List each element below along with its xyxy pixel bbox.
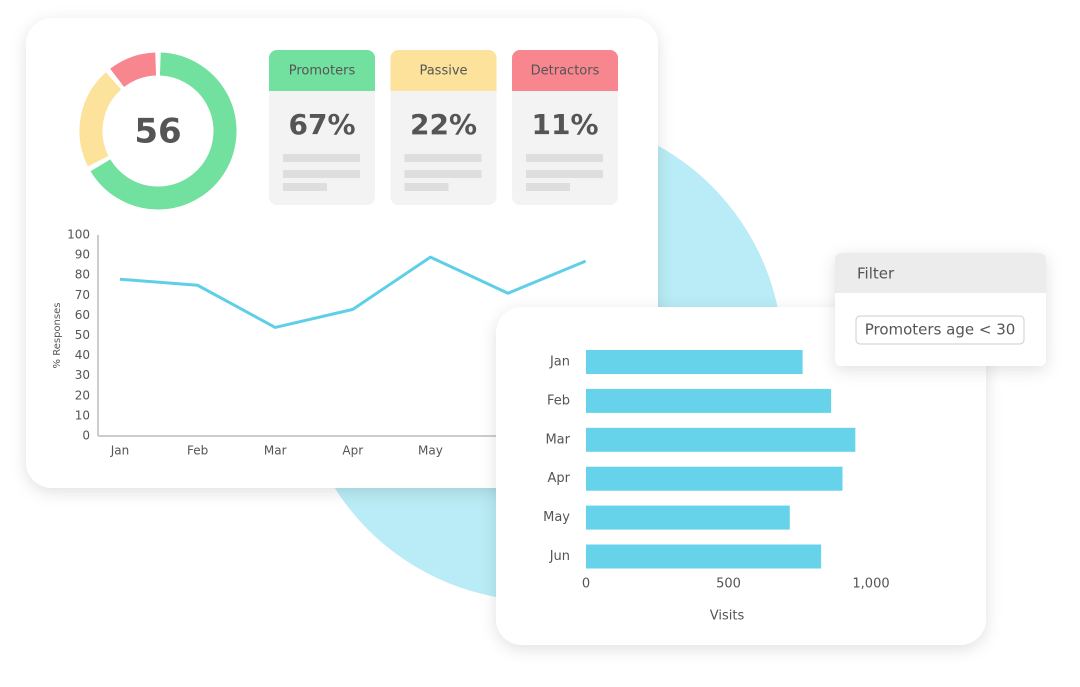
y-tick-label: 20 bbox=[75, 388, 90, 402]
y-tick-label: Apr bbox=[548, 471, 571, 486]
placeholder-line bbox=[526, 170, 603, 178]
placeholder-line bbox=[526, 183, 570, 191]
bar-card: Jan Feb Mar Apr May Jun 0 500 1,000 Visits bbox=[496, 307, 986, 645]
placeholder-line bbox=[404, 170, 482, 178]
placeholder-line bbox=[283, 170, 360, 178]
x-axis-label: Visits bbox=[710, 609, 745, 624]
y-tick-label: 60 bbox=[75, 308, 90, 322]
x-tick-label: 500 bbox=[716, 577, 741, 592]
donut-segment bbox=[110, 52, 157, 88]
bar bbox=[586, 505, 790, 530]
stat-card-label: Detractors bbox=[531, 64, 600, 79]
x-tick-label: Jan bbox=[110, 444, 130, 458]
y-tick-label: 40 bbox=[75, 348, 90, 362]
donut-segment bbox=[90, 52, 237, 210]
y-tick-label: 90 bbox=[75, 248, 90, 262]
filter-chip-label: Promoters age < 30 bbox=[865, 321, 1016, 339]
stat-card-label: Promoters bbox=[289, 64, 356, 79]
y-tick-label: 80 bbox=[75, 268, 90, 282]
y-axis-label: % Responses bbox=[52, 303, 63, 369]
stat-card-label: Passive bbox=[419, 64, 467, 79]
filter-title: Filter bbox=[857, 265, 895, 283]
y-tick-label: Jun bbox=[549, 549, 570, 564]
y-tick-label: 100 bbox=[67, 228, 90, 242]
y-tick-label: 0 bbox=[82, 429, 90, 443]
y-tick-label: 50 bbox=[75, 328, 90, 342]
stat-card-header bbox=[269, 50, 375, 91]
x-tick-label: Feb bbox=[187, 444, 208, 458]
line-series bbox=[119, 255, 587, 329]
stat-card-header bbox=[390, 50, 497, 91]
x-tick-label: Mar bbox=[264, 444, 287, 458]
filter-chip[interactable] bbox=[855, 315, 1025, 345]
placeholder-line bbox=[404, 154, 482, 162]
x-tick-label: 1,000 bbox=[852, 577, 889, 592]
stat-card-header bbox=[512, 50, 618, 91]
stat-card-value: 67% bbox=[288, 108, 355, 141]
y-tick-label: Feb bbox=[547, 393, 570, 408]
x-tick-label: 0 bbox=[582, 577, 590, 592]
stat-card-value: 22% bbox=[410, 108, 477, 141]
y-tick-label: Mar bbox=[545, 432, 570, 447]
bar bbox=[586, 388, 832, 413]
y-tick-label: May bbox=[543, 510, 570, 525]
filter-panel: Filter Promoters age < 30 bbox=[835, 253, 1046, 366]
placeholder-line bbox=[404, 183, 449, 191]
bar bbox=[586, 350, 803, 374]
y-tick-label: Jan bbox=[549, 355, 570, 370]
x-tick-label: Apr bbox=[342, 444, 363, 458]
x-tick-label: May bbox=[418, 444, 443, 458]
bar bbox=[586, 466, 843, 491]
bar bbox=[586, 427, 856, 452]
panel-header bbox=[835, 253, 1046, 293]
y-tick-label: 10 bbox=[75, 408, 90, 422]
stat-card-value: 11% bbox=[531, 108, 598, 141]
donut-score: 56 bbox=[134, 112, 181, 152]
placeholder-line bbox=[283, 183, 327, 191]
bar bbox=[586, 544, 822, 569]
y-tick-label: 70 bbox=[75, 288, 90, 302]
placeholder-line bbox=[283, 154, 360, 162]
placeholder-line bbox=[526, 154, 603, 162]
y-tick-label: 30 bbox=[75, 368, 90, 382]
donut-segment bbox=[79, 72, 122, 167]
